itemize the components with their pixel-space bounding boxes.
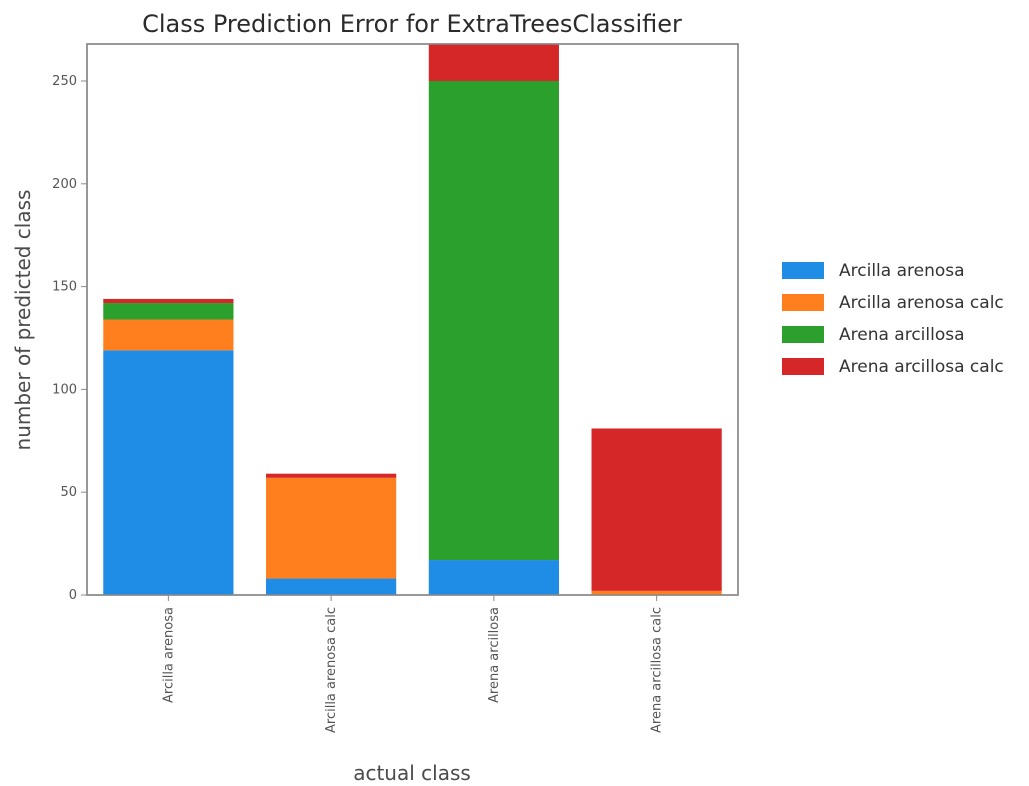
bar-segment	[103, 303, 234, 320]
legend-label: Arena arcillosa calc	[839, 357, 1004, 377]
bar-segment	[266, 473, 397, 478]
bar-segment	[591, 590, 722, 595]
chart-title: Class Prediction Error for ExtraTreesCla…	[142, 10, 682, 38]
bar-segment	[266, 477, 397, 579]
bar-segment	[428, 44, 559, 82]
bar-segment	[103, 319, 234, 351]
legend-swatch	[782, 294, 824, 311]
y-tick-label: 50	[60, 485, 77, 500]
x-axis-label: actual class	[353, 761, 471, 785]
x-tick-label: Arcilla arenosa calc	[324, 607, 339, 733]
x-tick-label: Arena arcillosa calc	[650, 607, 665, 733]
plot-area: Arcilla arenosa Arcilla arenosa calc Arena…	[52, 43, 739, 733]
bar-segment	[428, 81, 559, 561]
bar-segment	[591, 428, 722, 591]
x-tick-label: Arcilla arenosa	[161, 607, 176, 703]
legend-label: Arcilla arenosa	[839, 261, 965, 281]
legend-swatch	[782, 326, 824, 343]
legend-label: Arcilla arenosa calc	[839, 293, 1004, 313]
x-tick-label: Arena arcillosa	[487, 607, 502, 703]
legend-swatch	[782, 262, 824, 279]
bar-segment	[428, 560, 559, 595]
y-tick-label: 100	[52, 382, 77, 397]
legend-swatch	[782, 358, 824, 375]
plot-border	[86, 43, 739, 596]
bar-segment	[103, 298, 234, 304]
y-tick-label: 200	[52, 177, 77, 192]
legend-label: Arena arcillosa	[839, 325, 965, 345]
y-axis-label: number of predicted class	[11, 190, 35, 451]
bar-segment	[266, 578, 397, 595]
y-tick-label: 250	[52, 74, 77, 89]
y-tick-label: 150	[52, 280, 77, 295]
legend: Arcilla arenosa Arcilla arenosa calc Arena…	[782, 261, 1004, 377]
y-tick-label: 0	[69, 588, 77, 603]
bar-segment	[103, 350, 234, 595]
